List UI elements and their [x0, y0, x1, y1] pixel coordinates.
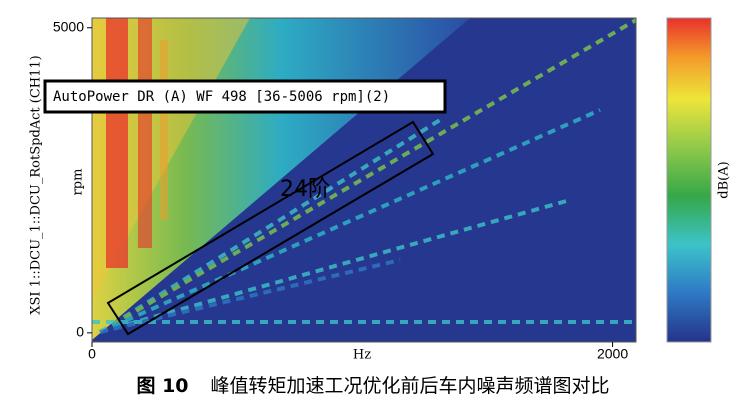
legend-box: [43, 79, 447, 114]
caption-figure: 图 10: [136, 375, 188, 397]
x-tick-label: 2000: [597, 346, 628, 362]
caption: 图 10 峰值转矩加速工况优化前后车内噪声频谱图对比: [136, 375, 609, 397]
legend: AutoPower DR (A) WF 498 [36-5006 rpm](2): [53, 89, 390, 105]
x-axis-label: Hz: [353, 348, 371, 363]
colorbar-label: dB(A): [717, 161, 732, 198]
y-tick-label: 5000: [53, 18, 84, 34]
spectrogram: [92, 18, 636, 342]
order-box: [106, 120, 435, 336]
caption-text: 峰值转矩加速工况优化前后车内噪声频谱图对比: [211, 375, 610, 397]
x-tick-label: 0: [88, 346, 96, 362]
y-tick-label: 0: [76, 324, 84, 340]
y-unit: rpm: [71, 169, 86, 196]
plot-frame: [91, 17, 637, 343]
y-axis-label: XSI 1::DCU_1::DCU_RotSpdAct (CH11): [29, 55, 44, 315]
annotation: 24阶: [280, 177, 330, 202]
colorbar: [666, 17, 712, 343]
